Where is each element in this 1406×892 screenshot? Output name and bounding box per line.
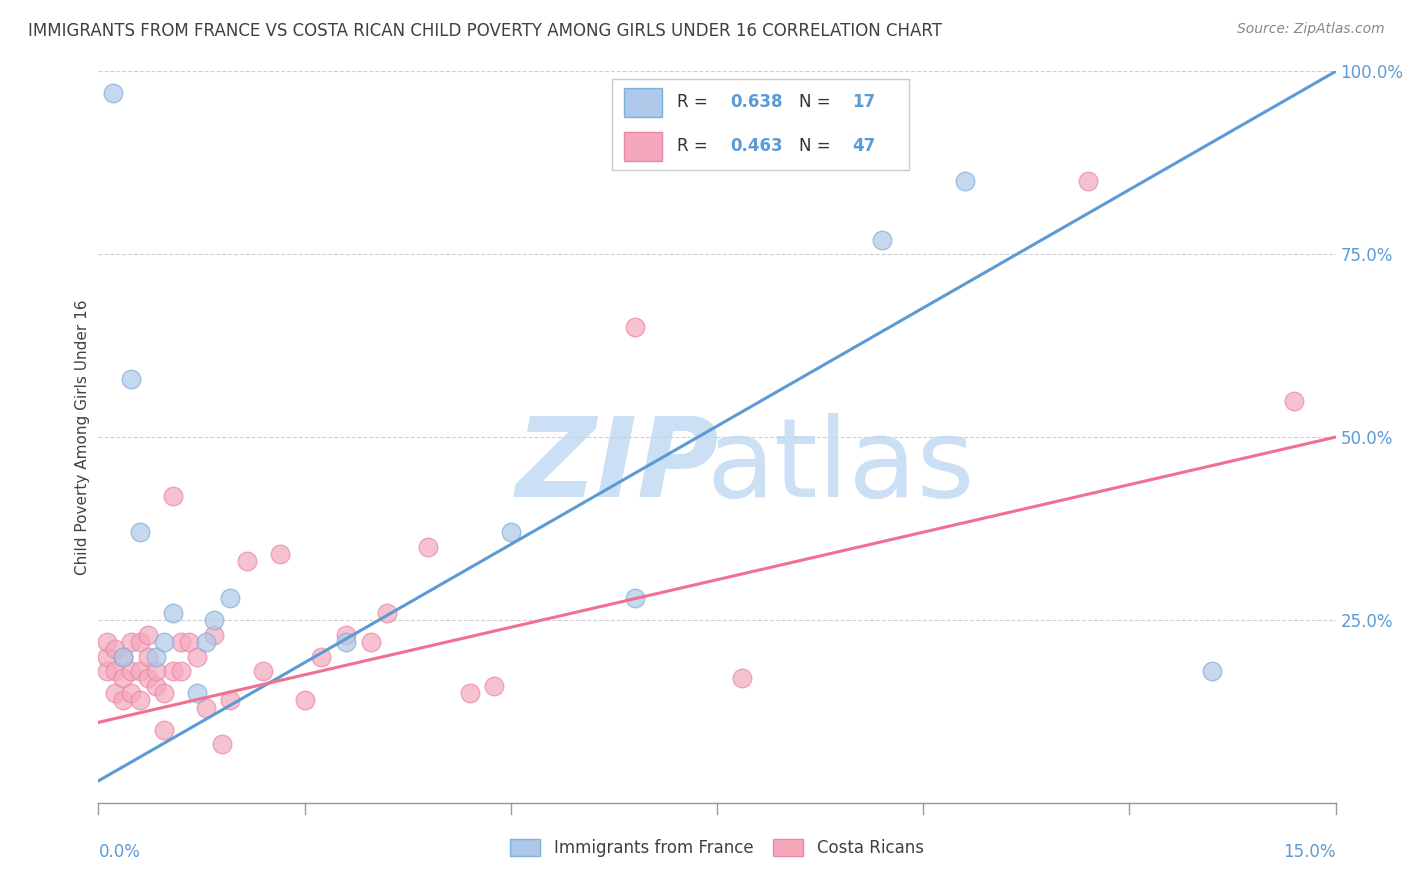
Point (128, 664, 150, 678)
Point (731, 672, 754, 686)
Point (136, 627, 159, 641)
Point (202, 613, 225, 627)
Point (484, 679, 506, 693)
Text: 0.0%: 0.0% (98, 843, 141, 861)
Point (112, 649, 135, 664)
Point (170, 635, 193, 649)
Point (103, 87, 125, 101)
Point (294, 693, 316, 707)
Point (252, 664, 274, 678)
Point (96, 649, 118, 664)
Point (1201, 664, 1223, 678)
Point (360, 635, 382, 649)
Point (136, 649, 159, 664)
Point (162, 489, 184, 503)
Point (179, 635, 201, 649)
Point (499, 525, 522, 540)
Point (186, 649, 208, 664)
Point (145, 664, 167, 678)
Point (96, 664, 118, 678)
Legend: Immigrants from France, Costa Ricans: Immigrants from France, Costa Ricans (503, 832, 931, 864)
Point (1077, 174, 1099, 188)
Point (104, 686, 127, 700)
Y-axis label: Child Poverty Among Girls Under 16: Child Poverty Among Girls Under 16 (75, 300, 90, 574)
Point (112, 672, 135, 686)
Point (219, 693, 242, 707)
Point (170, 664, 193, 678)
Text: ZIP: ZIP (516, 413, 720, 520)
Text: Source: ZipAtlas.com: Source: ZipAtlas.com (1237, 22, 1385, 37)
Point (202, 627, 225, 641)
Point (153, 686, 176, 700)
Point (623, 591, 645, 605)
Text: IMMIGRANTS FROM FRANCE VS COSTA RICAN CHILD POVERTY AMONG GIRLS UNDER 16 CORRELA: IMMIGRANTS FROM FRANCE VS COSTA RICAN CH… (28, 22, 942, 40)
Point (219, 591, 242, 605)
Point (112, 693, 135, 707)
Point (335, 627, 357, 641)
Point (153, 723, 176, 737)
Point (194, 700, 217, 714)
Point (128, 635, 150, 649)
Point (120, 635, 142, 649)
Point (112, 649, 135, 664)
Point (211, 737, 233, 751)
Point (953, 174, 976, 188)
Point (458, 686, 481, 700)
Point (120, 686, 142, 700)
Point (104, 642, 127, 657)
Point (145, 649, 167, 664)
Point (120, 371, 142, 385)
Point (1284, 393, 1306, 408)
Point (104, 664, 127, 678)
Point (186, 686, 208, 700)
Point (375, 606, 398, 620)
Point (269, 547, 291, 561)
Point (418, 540, 440, 554)
Point (128, 525, 150, 540)
Text: atlas: atlas (707, 413, 974, 520)
Point (623, 320, 645, 334)
Point (162, 606, 184, 620)
Point (194, 635, 217, 649)
Point (309, 649, 332, 664)
Point (153, 635, 176, 649)
Point (335, 635, 357, 649)
Text: 15.0%: 15.0% (1284, 843, 1336, 861)
Point (120, 664, 142, 678)
Point (236, 554, 259, 568)
Point (870, 233, 893, 247)
Point (128, 693, 150, 707)
Point (145, 679, 167, 693)
Point (162, 664, 184, 678)
Point (136, 672, 159, 686)
Point (96, 635, 118, 649)
